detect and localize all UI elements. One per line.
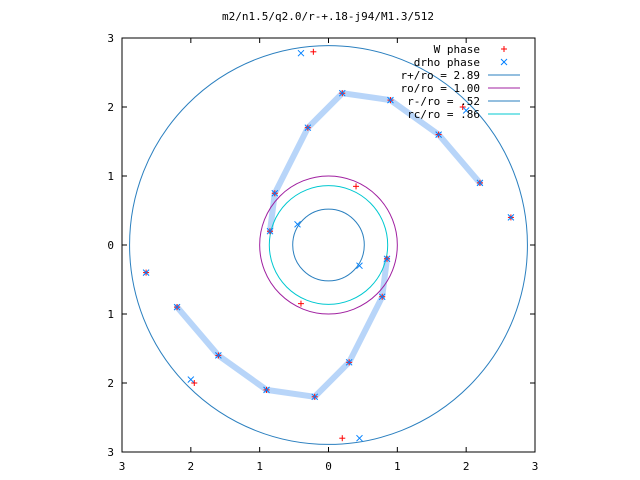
drho-phase-point bbox=[387, 96, 394, 104]
x-tick-label: 3 bbox=[119, 460, 126, 473]
drho-phase-point bbox=[187, 376, 195, 383]
legend-label: r+/ro = 2.89 bbox=[401, 69, 480, 82]
drho-phase-point bbox=[173, 303, 181, 311]
x-tick-label: 2 bbox=[463, 460, 470, 473]
legend-label: W phase bbox=[434, 43, 480, 56]
circle-rcro bbox=[268, 185, 389, 305]
drho-phase-point bbox=[266, 227, 274, 235]
drho-phase-point bbox=[476, 179, 484, 187]
spiral-arm-2 bbox=[174, 255, 390, 400]
x-tick-label: 3 bbox=[532, 460, 539, 473]
w-phase-point bbox=[191, 380, 198, 386]
drho-phase-point bbox=[215, 352, 222, 359]
drho-phase-point bbox=[263, 386, 270, 394]
circle-rro bbox=[292, 208, 365, 282]
chart-title: m2/n1.5/q2.0/r-+.18-j94/M1.3/512 bbox=[222, 10, 434, 23]
y-tick-label: 1 bbox=[107, 308, 114, 321]
legend-key bbox=[501, 46, 507, 52]
drho-phase-point bbox=[297, 49, 305, 57]
drho-phase-point bbox=[294, 220, 301, 228]
y-tick-label: 0 bbox=[107, 239, 114, 252]
y-tick-label: 3 bbox=[107, 446, 114, 459]
drho-phase-point bbox=[462, 107, 470, 114]
drho-phase-point bbox=[356, 262, 363, 270]
drho-phase-point bbox=[435, 131, 442, 138]
x-tick-label: 1 bbox=[256, 460, 263, 473]
y-tick-label: 3 bbox=[107, 32, 114, 45]
x-tick-label: 2 bbox=[188, 460, 195, 473]
w-phase-point bbox=[297, 300, 304, 307]
drho-phase-point bbox=[345, 358, 353, 366]
legend-label: rc/ro = .86 bbox=[407, 108, 480, 121]
drho-phase-point bbox=[383, 255, 391, 263]
y-tick-label: 2 bbox=[107, 101, 114, 114]
w-phase-point bbox=[310, 48, 317, 55]
drho-phase-point bbox=[142, 269, 150, 276]
drho-phase-point bbox=[507, 214, 515, 221]
drho-phase-point bbox=[304, 124, 312, 132]
circle-rro bbox=[129, 45, 528, 445]
reference-circles bbox=[129, 45, 528, 445]
legend-key bbox=[500, 58, 508, 66]
x-tick-label: 1 bbox=[394, 460, 401, 473]
spiral-guides bbox=[174, 90, 483, 400]
x-tick-label: 0 bbox=[325, 460, 332, 473]
w-phase-point bbox=[339, 435, 346, 442]
drho-phase-point bbox=[311, 393, 319, 401]
drho-phase-point bbox=[271, 189, 279, 197]
w-phase-point bbox=[353, 183, 360, 190]
drho-phase-point bbox=[356, 434, 363, 442]
data-points bbox=[142, 48, 515, 442]
legend-label: ro/ro = 1.00 bbox=[401, 82, 480, 95]
drho-phase-point bbox=[338, 89, 346, 97]
y-tick-label: 2 bbox=[107, 377, 114, 390]
w-phase-point bbox=[459, 104, 466, 110]
y-tick-label: 1 bbox=[107, 170, 114, 183]
circle-roro bbox=[259, 175, 398, 315]
legend-label: drho phase bbox=[414, 56, 480, 69]
drho-phase-point bbox=[378, 293, 386, 301]
legend-label: r-/ro = .52 bbox=[407, 95, 480, 108]
